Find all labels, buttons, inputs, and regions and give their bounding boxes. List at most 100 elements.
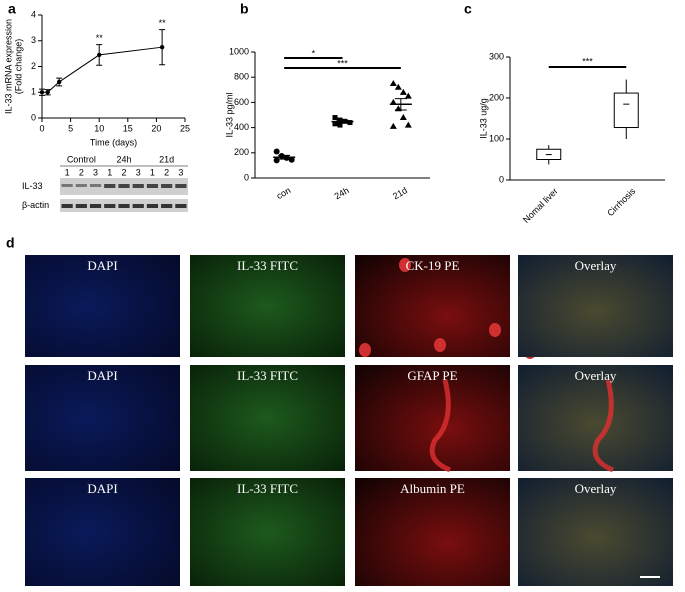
y-tick-label: 300: [489, 51, 504, 61]
lane-number: 3: [136, 167, 141, 177]
significance: *: [312, 48, 316, 58]
blot-row-label: IL-33: [22, 181, 43, 191]
band: [161, 204, 173, 208]
image-grid: DAPI IL-33 FITC CK-19 PE Overlay DAPI IL-33 F…: [25, 255, 673, 586]
band: [132, 184, 144, 188]
x-tick-label: 21d: [391, 185, 409, 201]
data-point: [399, 114, 407, 121]
x-tick-label: 20: [151, 123, 161, 133]
image-label: Overlay: [575, 258, 617, 273]
data-point: [273, 157, 280, 164]
band: [75, 204, 87, 208]
blot-group: Control: [67, 154, 96, 164]
x-axis-title: Time (days): [90, 137, 137, 147]
band: [175, 204, 187, 208]
band: [89, 184, 102, 187]
stain: [489, 323, 501, 337]
band: [104, 204, 116, 208]
band: [146, 184, 159, 188]
y-tick-label: 0: [244, 172, 249, 182]
y-tick-label: 200: [489, 92, 504, 102]
lane-number: 1: [107, 167, 112, 177]
image-label: DAPI: [87, 481, 117, 496]
data-point: [389, 98, 397, 105]
image-label: DAPI: [87, 258, 117, 273]
y-axis-title: (Fold change): [13, 39, 23, 95]
panel-label: c: [464, 1, 472, 17]
data-point: [389, 122, 397, 129]
band: [104, 184, 116, 188]
lane-number: 1: [65, 167, 70, 177]
lane-number: 3: [93, 167, 98, 177]
error-bar: [336, 119, 349, 124]
x-tick-label: Cirrhosis: [605, 186, 638, 219]
image-label: IL-33 FITC: [237, 368, 298, 383]
x-tick-label: 10: [94, 123, 104, 133]
band: [61, 184, 73, 187]
x-tick-label: 15: [123, 123, 133, 133]
image-label: DAPI: [87, 368, 117, 383]
micrograph: [518, 478, 673, 586]
band: [175, 184, 187, 188]
band: [118, 204, 130, 208]
significance: ***: [337, 58, 348, 68]
data-point: [399, 88, 407, 95]
image-label: IL-33 FITC: [237, 258, 298, 273]
panel-label: d: [6, 235, 15, 251]
band: [118, 184, 130, 188]
image-label: Overlay: [575, 368, 617, 383]
x-tick-label: Nomal liver: [521, 186, 560, 225]
data-point: [394, 83, 402, 90]
x-tick-label: 25: [180, 123, 190, 133]
y-tick-label: 100: [489, 133, 504, 143]
y-tick-label: 200: [234, 147, 249, 157]
band: [75, 184, 87, 187]
band: [61, 204, 73, 208]
data-point: [332, 115, 338, 121]
stain: [434, 338, 446, 352]
x-tick-label: con: [275, 185, 293, 201]
micrograph: [190, 365, 345, 471]
band: [161, 184, 173, 188]
data-point: [288, 156, 295, 163]
y-tick-label: 1000: [229, 46, 249, 56]
stain: [592, 379, 615, 473]
data-point: [337, 122, 343, 128]
micrograph: [518, 255, 673, 357]
data-point: [273, 148, 280, 155]
micrograph: [25, 478, 180, 586]
panel-label: b: [240, 1, 249, 17]
data-point: [159, 44, 165, 50]
significance: **: [96, 33, 104, 43]
band: [146, 204, 159, 208]
error-bar: [394, 98, 407, 111]
stain: [359, 343, 371, 357]
micrograph: [25, 255, 180, 357]
data-point: [404, 121, 412, 128]
image-label: GFAP PE: [407, 368, 457, 383]
y-tick-label: 1: [31, 87, 36, 97]
y-tick-label: 4: [31, 9, 36, 19]
lane-number: 2: [79, 167, 84, 177]
y-tick-label: 0: [499, 174, 504, 184]
significance: ***: [582, 56, 593, 66]
micrograph: [355, 255, 510, 357]
micrograph: [190, 255, 345, 357]
stain: [429, 379, 452, 473]
image-label: CK-19 PE: [406, 258, 460, 273]
y-axis-title: IL-33 ug/g: [478, 98, 488, 139]
y-tick-label: 400: [234, 122, 249, 132]
image-label: Albumin PE: [400, 481, 465, 496]
y-axis-title: IL-33 mRNA expression: [3, 19, 13, 114]
data-point: [404, 92, 412, 99]
data-point: [97, 52, 102, 58]
stain: [399, 258, 411, 272]
lane-number: 2: [121, 167, 126, 177]
data-point: [347, 120, 353, 126]
significance: **: [159, 18, 167, 28]
lane-number: 3: [178, 167, 183, 177]
box: [613, 92, 639, 129]
band: [132, 204, 144, 208]
